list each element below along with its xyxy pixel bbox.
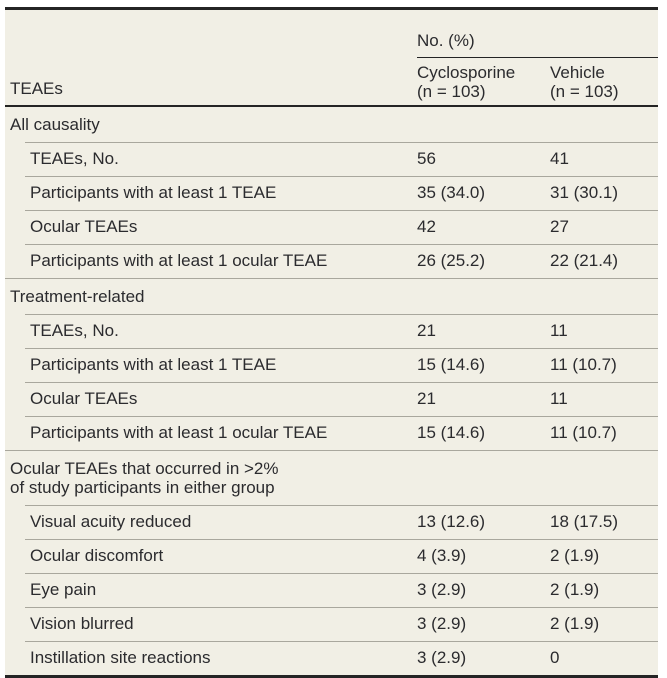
table-row: TEAEs, No. 56 41 bbox=[5, 142, 658, 176]
row-label: TEAEs, No. bbox=[30, 149, 119, 168]
row-label: Participants with at least 1 ocular TEAE bbox=[30, 251, 328, 270]
column-spanner: No. (%) bbox=[417, 31, 658, 58]
cyclosporine-value: 56 bbox=[417, 149, 436, 168]
table-row: Ocular TEAEs 42 27 bbox=[5, 210, 658, 244]
cyclosporine-value: 13 (12.6) bbox=[417, 512, 486, 531]
table-row: Eye pain 3 (2.9) 2 (1.9) bbox=[5, 573, 658, 607]
table-row: Ocular TEAEs 21 11 bbox=[5, 382, 658, 416]
table-row: Participants with at least 1 TEAE 35 (34… bbox=[5, 176, 658, 210]
vehicle-value: 0 bbox=[550, 648, 560, 667]
row-label: Participants with at least 1 TEAE bbox=[30, 183, 277, 202]
stub-heading: TEAEs bbox=[10, 79, 63, 98]
vehicle-value: 27 bbox=[550, 217, 569, 236]
vehicle-value: 11 bbox=[550, 389, 568, 408]
table-row: Visual acuity reduced 13 (12.6) 18 (17.5… bbox=[5, 505, 658, 539]
row-label: Ocular TEAEs bbox=[30, 217, 138, 236]
table-row: Participants with at least 1 TEAE 15 (14… bbox=[5, 348, 658, 382]
vehicle-value: 2 (1.9) bbox=[550, 580, 600, 599]
cyclosporine-value: 21 bbox=[417, 321, 436, 340]
row-label: Participants with at least 1 TEAE bbox=[30, 355, 277, 374]
cyclosporine-value: 42 bbox=[417, 217, 436, 236]
table-row: TEAEs, No. 21 11 bbox=[5, 314, 658, 348]
table-row: Vision blurred 3 (2.9) 2 (1.9) bbox=[5, 607, 658, 641]
vehicle-value: 2 (1.9) bbox=[550, 614, 600, 633]
vehicle-value: 11 bbox=[550, 321, 568, 340]
table-header: TEAEs No. (%) Cyclosporine (n = 103) Veh… bbox=[5, 10, 658, 107]
vehicle-value: 31 (30.1) bbox=[550, 183, 619, 202]
cyclosporine-value: 3 (2.9) bbox=[417, 580, 467, 599]
cyclosporine-value: 3 (2.9) bbox=[417, 648, 467, 667]
column-header-cyclosporine: Cyclosporine (n = 103) bbox=[417, 63, 516, 101]
cyclosporine-value: 35 (34.0) bbox=[417, 183, 486, 202]
column-header-vehicle: Vehicle (n = 103) bbox=[550, 63, 619, 101]
row-label: Instillation site reactions bbox=[30, 648, 211, 667]
cyclosporine-value: 15 (14.6) bbox=[417, 355, 486, 374]
row-label: TEAEs, No. bbox=[30, 321, 119, 340]
cyclosporine-value: 26 (25.2) bbox=[417, 251, 486, 270]
vehicle-value: 22 (21.4) bbox=[550, 251, 619, 270]
row-label: Ocular discomfort bbox=[30, 546, 164, 565]
cyclosporine-value: 4 (3.9) bbox=[417, 546, 467, 565]
row-label: Participants with at least 1 ocular TEAE bbox=[30, 423, 328, 442]
section-header-all-causality: All causality bbox=[10, 115, 100, 134]
row-label: Visual acuity reduced bbox=[30, 512, 192, 531]
vehicle-value: 2 (1.9) bbox=[550, 546, 600, 565]
row-label: Vision blurred bbox=[30, 614, 134, 633]
cyclosporine-value: 15 (14.6) bbox=[417, 423, 486, 442]
table-row: Participants with at least 1 ocular TEAE… bbox=[5, 416, 658, 450]
vehicle-value: 11 (10.7) bbox=[550, 423, 617, 442]
cyclosporine-value: 3 (2.9) bbox=[417, 614, 467, 633]
table-row: Instillation site reactions 3 (2.9) 0 bbox=[5, 641, 658, 675]
row-label: Ocular TEAEs bbox=[30, 389, 138, 408]
table-row: Participants with at least 1 ocular TEAE… bbox=[5, 244, 658, 278]
row-label: Eye pain bbox=[30, 580, 97, 599]
vehicle-value: 41 bbox=[550, 149, 569, 168]
vehicle-value: 11 (10.7) bbox=[550, 355, 617, 374]
teae-table: TEAEs No. (%) Cyclosporine (n = 103) Veh… bbox=[5, 7, 658, 678]
vehicle-value: 18 (17.5) bbox=[550, 512, 619, 531]
section-header-treatment-related: Treatment-related bbox=[5, 278, 658, 314]
table-row: Ocular discomfort 4 (3.9) 2 (1.9) bbox=[5, 539, 658, 573]
cyclosporine-value: 21 bbox=[417, 389, 436, 408]
section-header-ocular-teaes-gt2pct: Ocular TEAEs that occurred in >2% of stu… bbox=[5, 450, 658, 505]
